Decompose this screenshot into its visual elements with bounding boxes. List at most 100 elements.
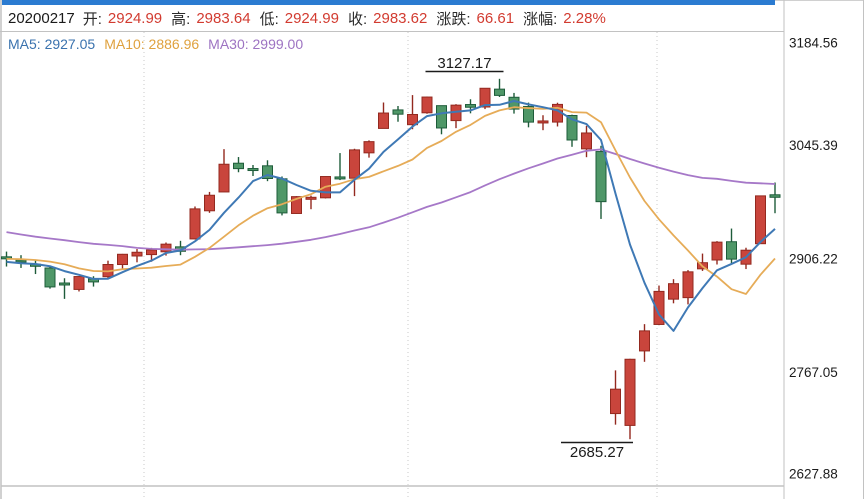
candle-body — [610, 388, 621, 415]
candle[interactable] — [349, 148, 360, 197]
candle[interactable] — [552, 102, 563, 127]
ma-legend: MA5: 2927.05 MA10: 2886.96 MA30: 2999.00 — [8, 36, 303, 52]
candle[interactable] — [218, 149, 230, 193]
open-value: 2924.99 — [107, 9, 163, 27]
high-label: 高: — [171, 10, 191, 28]
quote-date: 20200217 — [8, 9, 75, 27]
candle-body — [755, 195, 766, 245]
candle[interactable] — [682, 270, 694, 305]
candle[interactable] — [769, 182, 781, 214]
candle-body — [73, 276, 85, 290]
candle[interactable] — [146, 247, 157, 262]
candle[interactable] — [392, 106, 404, 122]
candle-body — [1, 256, 12, 260]
candle-body — [15, 259, 27, 263]
candle[interactable] — [189, 206, 201, 240]
low-annotation: 2685.27 — [570, 444, 624, 461]
y-axis-label: 2627.88 — [789, 467, 838, 482]
candle[interactable] — [117, 253, 128, 270]
candle[interactable] — [407, 95, 418, 130]
candle[interactable] — [624, 358, 636, 440]
candle[interactable] — [755, 195, 766, 245]
ma10-legend: MA10: 2886.96 — [104, 36, 200, 52]
low-label: 低: — [259, 10, 279, 28]
candle-body — [436, 105, 447, 129]
candle-body — [726, 241, 737, 260]
candle-body — [218, 163, 230, 193]
candle[interactable] — [59, 278, 70, 299]
ma30-line — [6, 148, 776, 251]
title-bar — [2, 0, 775, 5]
candle[interactable] — [639, 324, 650, 362]
candle[interactable] — [363, 140, 375, 158]
candle-body — [653, 290, 665, 325]
candle-body — [581, 132, 592, 150]
candle[interactable] — [131, 249, 143, 263]
candle-body — [668, 283, 679, 300]
ma10-line — [6, 106, 776, 295]
candle[interactable] — [44, 266, 56, 289]
candle-body — [769, 194, 781, 198]
y-axis-label: 2767.05 — [789, 365, 838, 380]
candle[interactable] — [653, 285, 665, 326]
candle[interactable] — [711, 241, 723, 265]
candle[interactable] — [436, 105, 447, 135]
change-pct-label: 涨幅: — [523, 10, 558, 28]
candle[interactable] — [494, 78, 505, 97]
candle-body — [465, 104, 476, 108]
candle-body — [537, 120, 549, 124]
candle[interactable] — [378, 102, 389, 129]
candle-body — [291, 196, 302, 214]
candle-body — [349, 149, 360, 179]
candle[interactable] — [581, 125, 592, 158]
candle[interactable] — [262, 160, 273, 182]
y-axis-label: 3045.39 — [789, 138, 838, 153]
high-value: 2983.64 — [196, 9, 251, 27]
change-value: 66.61 — [476, 9, 515, 27]
candle[interactable] — [204, 191, 215, 213]
candle-body — [392, 109, 404, 115]
candle[interactable] — [523, 102, 534, 128]
candle[interactable] — [73, 276, 85, 292]
candle[interactable] — [508, 92, 520, 114]
candle-body — [378, 112, 389, 129]
candle[interactable] — [233, 157, 244, 173]
candle-body — [639, 330, 650, 352]
candle[interactable] — [726, 228, 737, 264]
candle-body — [624, 358, 636, 426]
candle[interactable] — [537, 115, 549, 131]
quote-header: 20200217 开: 2924.99 高: 2983.64 低: 2924.9… — [8, 7, 774, 29]
candle-body — [711, 241, 723, 261]
candle-body — [276, 178, 288, 214]
candle[interactable] — [334, 153, 346, 181]
candle-body — [363, 141, 375, 154]
candle[interactable] — [668, 279, 679, 304]
candle-body — [204, 194, 215, 212]
candle-body — [421, 96, 433, 114]
candle-body — [595, 151, 607, 203]
candle-body — [479, 87, 491, 108]
candle[interactable] — [102, 260, 114, 278]
candle-body — [160, 243, 172, 253]
candle[interactable] — [595, 145, 607, 219]
close-value: 2983.62 — [373, 9, 428, 27]
candle-body — [334, 176, 346, 180]
candle[interactable] — [450, 104, 462, 129]
candle-body — [233, 162, 244, 170]
candle[interactable] — [276, 176, 288, 216]
candle-body — [682, 271, 694, 299]
change-label: 涨跌: — [436, 10, 471, 28]
candle[interactable] — [247, 164, 259, 177]
candle-body — [305, 196, 317, 200]
candle[interactable] — [30, 260, 41, 275]
high-annotation: 3127.17 — [437, 55, 491, 72]
candle[interactable] — [610, 370, 621, 425]
candle[interactable] — [421, 96, 433, 114]
candle[interactable] — [15, 255, 27, 268]
y-axis-label: 2906.22 — [789, 252, 838, 267]
candle-body — [247, 168, 259, 172]
candle[interactable] — [305, 195, 317, 210]
ma5-line — [6, 100, 776, 332]
